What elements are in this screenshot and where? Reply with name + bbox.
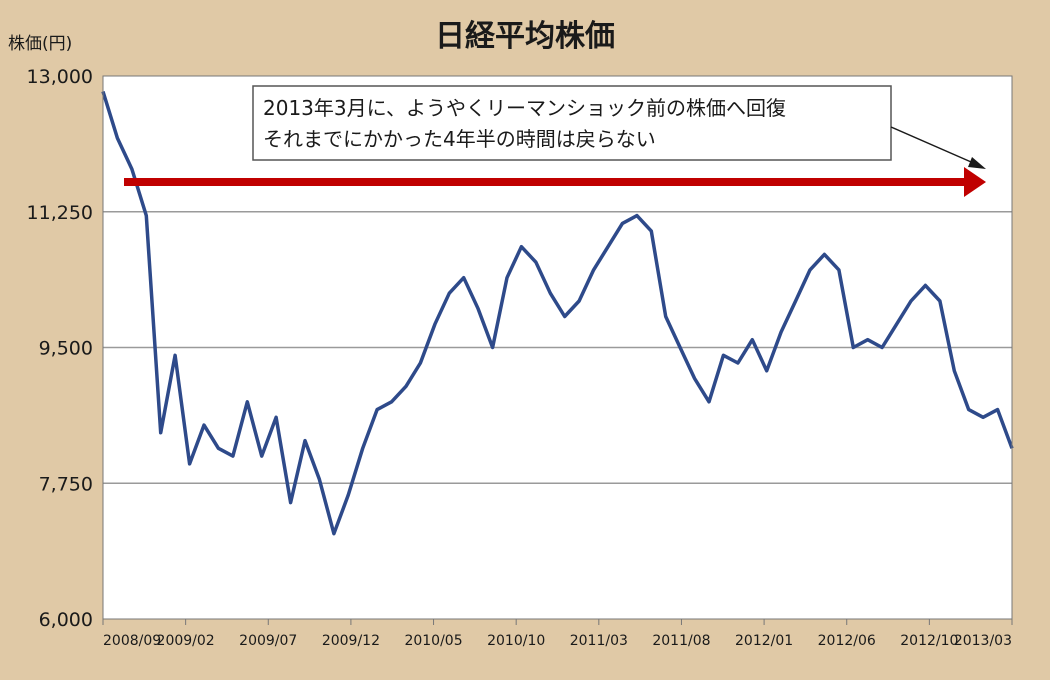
recovery-arrow-head bbox=[964, 167, 986, 197]
y-tick-label: 13,000 bbox=[27, 66, 93, 88]
recovery-arrow bbox=[124, 167, 986, 197]
x-tick-label: 2011/03 bbox=[570, 633, 628, 649]
x-tick-label: 2012/10 bbox=[900, 633, 958, 649]
chart-title: 日経平均株価 bbox=[435, 19, 615, 54]
x-tick-label: 2012/01 bbox=[735, 633, 793, 649]
y-tick-label: 11,250 bbox=[27, 202, 93, 224]
y-tick-label: 7,750 bbox=[39, 473, 93, 495]
x-tick-label: 2010/10 bbox=[487, 633, 545, 649]
y-tick-label: 9,500 bbox=[39, 338, 93, 360]
y-tick-label: 6,000 bbox=[39, 609, 93, 631]
y-axis-label: 株価(円) bbox=[8, 34, 72, 54]
x-tick-label: 2011/08 bbox=[652, 633, 710, 649]
x-tick-label: 2010/05 bbox=[404, 633, 462, 649]
annotation-pointer-head bbox=[968, 157, 986, 169]
x-tick-label: 2009/07 bbox=[239, 633, 297, 649]
x-tick-label: 2009/12 bbox=[322, 633, 380, 649]
gridlines bbox=[103, 211, 1012, 484]
annotation-box: 2013年3月に、ようやくリーマンショック前の株価へ回復 それまでにかかった4年… bbox=[252, 85, 986, 169]
annotation-pointer bbox=[890, 126, 979, 166]
x-tick-label: 2012/06 bbox=[818, 633, 876, 649]
x-tick-label: 2009/02 bbox=[157, 633, 215, 649]
annotation-line-1: 2013年3月に、ようやくリーマンショック前の株価へ回復 bbox=[263, 96, 786, 120]
x-tick-label: 2008/09 bbox=[103, 633, 161, 649]
annotation-line-2: それまでにかかった4年半の時間は戻らない bbox=[263, 127, 656, 151]
annotation-frame bbox=[252, 85, 892, 161]
y-axis-ticks: 6,000 7,750 9,500 11,250 13,000 bbox=[27, 66, 93, 631]
x-tick-label: 2013/03 bbox=[954, 633, 1012, 649]
plot-border bbox=[102, 75, 1013, 620]
nikkei-price-line bbox=[101, 90, 1014, 536]
